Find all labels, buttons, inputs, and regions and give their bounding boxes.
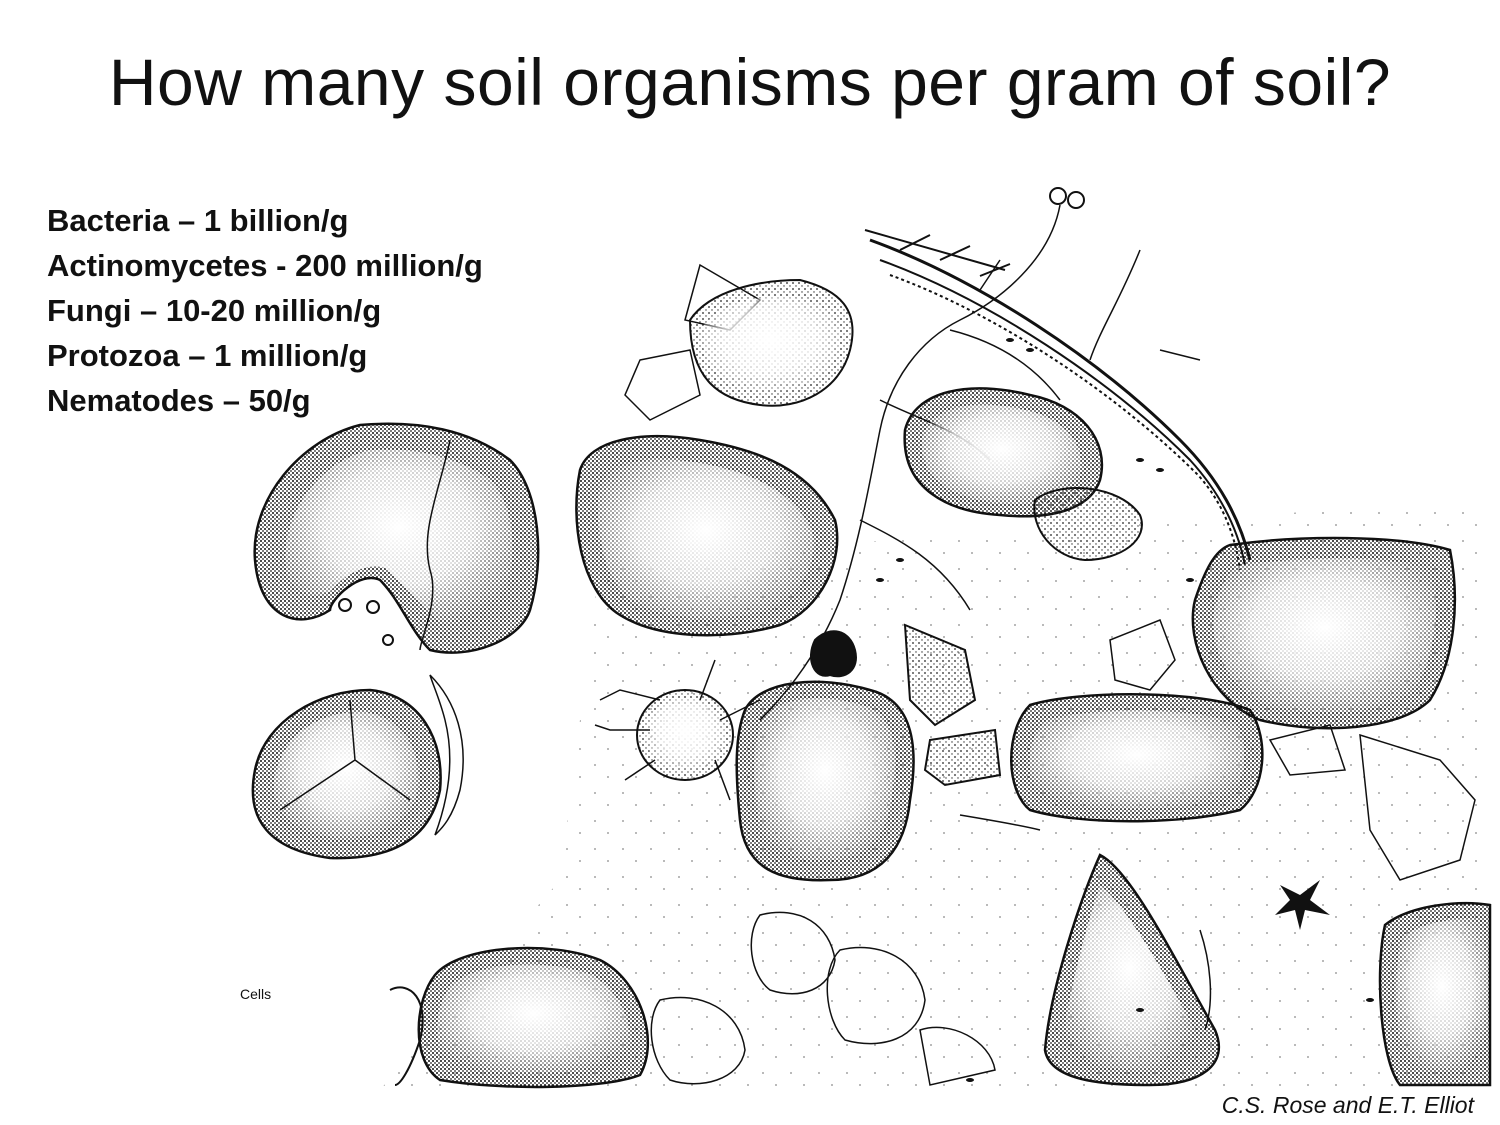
count-fungi: Fungi – 10-20 million/g [47,293,382,328]
count-protozoa: Protozoa – 1 million/g [47,338,368,373]
nematode [429,674,464,836]
count-bacteria: Bacteria – 1 billion/g [47,203,349,238]
slide-title: How many soil organisms per gram of soil… [108,45,1392,119]
organism-count-list: Bacteria – 1 billion/g Actinomycetes - 2… [47,198,483,423]
credit: C.S. Rose and E.T. Elliot [1221,1092,1474,1118]
count-nematodes: Nematodes – 50/g [47,383,311,418]
count-actinomycetes: Actinomycetes - 200 million/g [47,248,483,283]
bacteria-clusters [876,338,1374,1082]
amoeba [810,630,857,678]
root-outer [869,238,1252,561]
cells-label: Cells [240,986,272,1002]
